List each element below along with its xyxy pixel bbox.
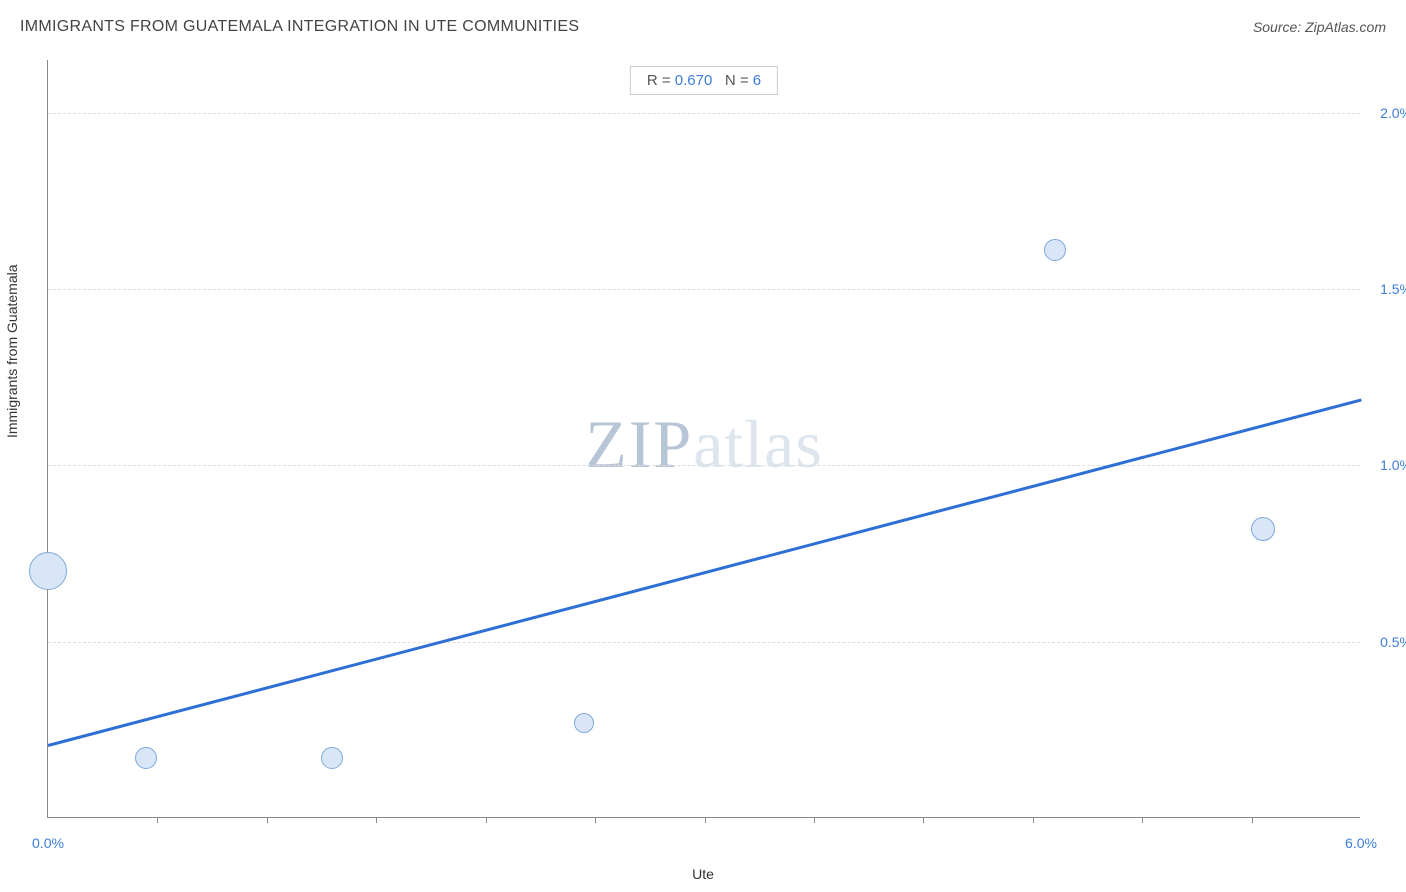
stats-box: R = 0.670 N = 6 [630, 66, 778, 95]
x-tick-label-first: 0.0% [32, 835, 64, 851]
x-tick [1252, 817, 1253, 823]
x-tick [705, 817, 706, 823]
y-tick-label: 0.5% [1380, 634, 1406, 650]
data-point [1251, 517, 1275, 541]
watermark-atlas: atlas [693, 406, 823, 482]
x-tick [157, 817, 158, 823]
data-point [321, 747, 343, 769]
x-tick [267, 817, 268, 823]
y-tick-label: 1.5% [1380, 281, 1406, 297]
y-axis-label: Immigrants from Guatemala [4, 265, 20, 439]
x-tick [376, 817, 377, 823]
plot-area: ZIPatlas R = 0.670 N = 6 0.5%1.0%1.5%2.0… [47, 60, 1360, 818]
data-point [135, 747, 157, 769]
x-tick [1033, 817, 1034, 823]
gridline [48, 465, 1360, 466]
x-tick [814, 817, 815, 823]
watermark-zip: ZIP [585, 406, 693, 482]
n-value: 6 [753, 72, 761, 89]
source-label: Source: ZipAtlas.com [1253, 19, 1386, 35]
data-point [29, 552, 67, 590]
y-tick-label: 2.0% [1380, 105, 1406, 121]
chart-title: IMMIGRANTS FROM GUATEMALA INTEGRATION IN… [20, 18, 579, 36]
y-tick-label: 1.0% [1380, 457, 1406, 473]
r-label: R = [647, 72, 675, 89]
gridline [48, 113, 1360, 114]
x-tick [595, 817, 596, 823]
data-point [574, 713, 594, 733]
n-label: N = [725, 72, 753, 89]
x-tick-label-last: 6.0% [1345, 835, 1377, 851]
x-axis-label: Ute [692, 866, 714, 882]
x-tick [1142, 817, 1143, 823]
gridline [48, 289, 1360, 290]
trend-line [48, 398, 1362, 746]
watermark: ZIPatlas [585, 405, 823, 484]
x-tick [923, 817, 924, 823]
gridline [48, 642, 1360, 643]
r-value: 0.670 [675, 72, 713, 89]
data-point [1044, 239, 1066, 261]
x-tick [486, 817, 487, 823]
